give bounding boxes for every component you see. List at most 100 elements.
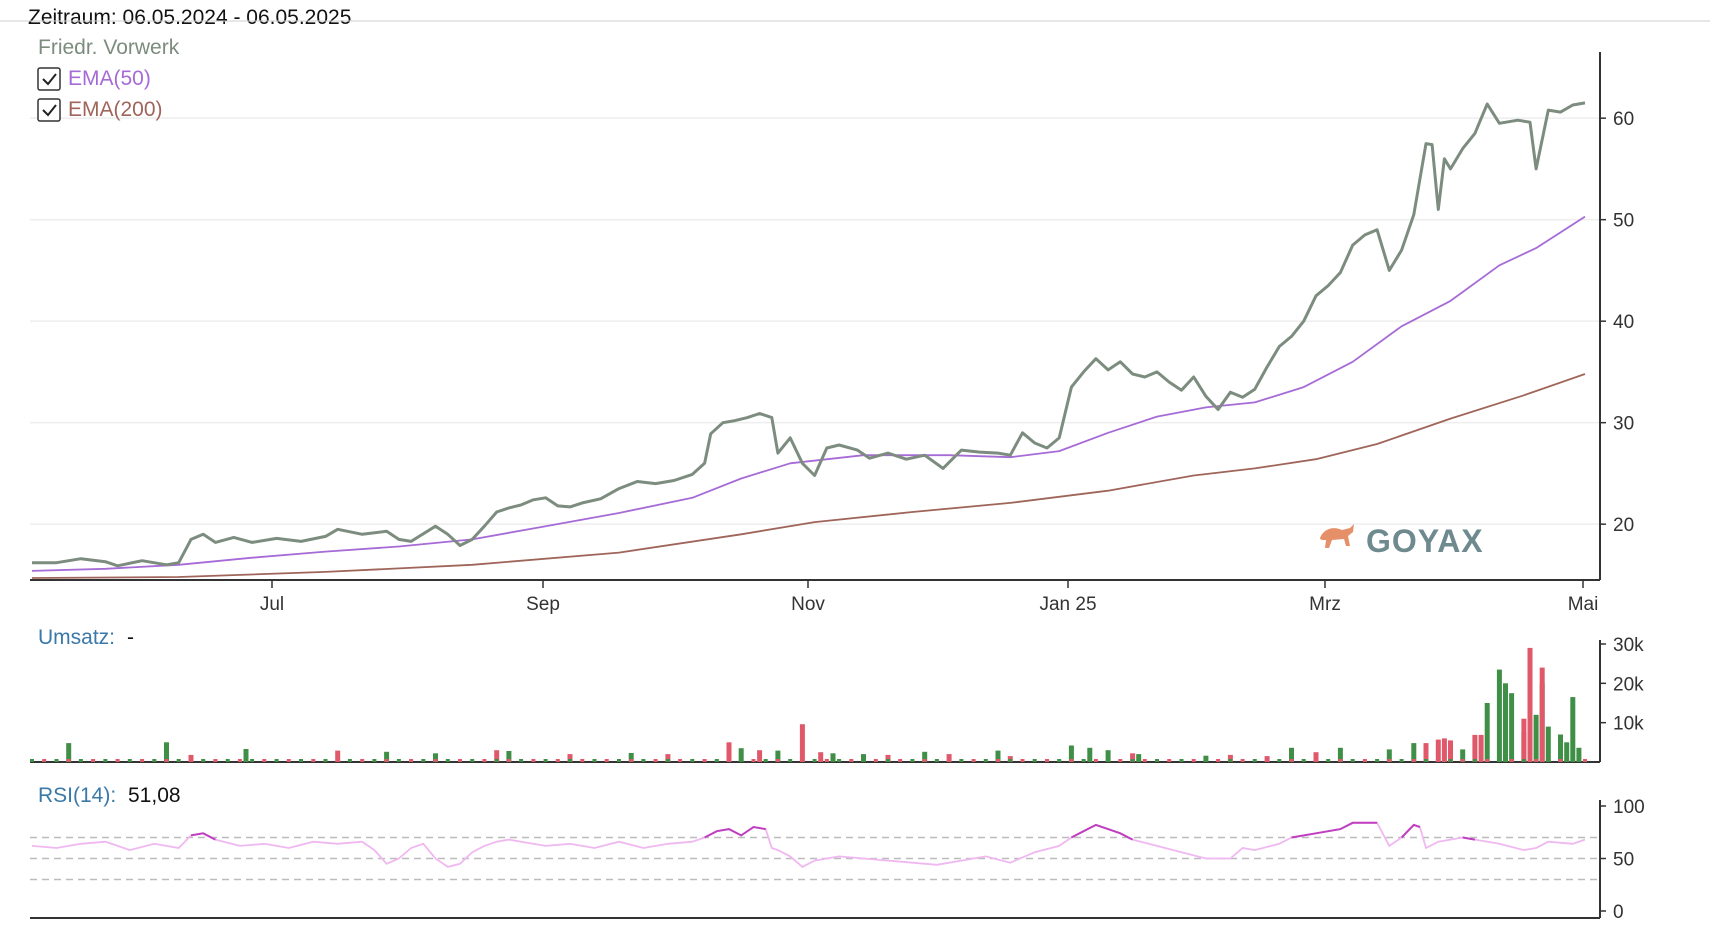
volume-bar: [849, 759, 854, 762]
rsi-y-tick-label: 50: [1613, 850, 1634, 871]
volume-bar: [1265, 759, 1270, 762]
volume-bar: [1436, 759, 1441, 762]
volume-bar: [1460, 749, 1466, 762]
volume-y-tick-label: 10k: [1613, 714, 1644, 735]
volume-bar: [1533, 714, 1539, 762]
x-tick-label: Mrz: [1309, 594, 1341, 615]
period-label: Zeitraum: 06.05.2024 - 06.05.2025: [28, 6, 351, 29]
volume-bar: [738, 748, 744, 762]
volume-bar: [1478, 734, 1484, 762]
volume-bar: [30, 759, 34, 762]
volume-bar: [726, 742, 732, 762]
volume-bar: [1228, 759, 1233, 762]
volume-bar: [433, 759, 438, 762]
volume-bar: [103, 759, 108, 762]
volume-bar: [1521, 718, 1527, 762]
volume-bar: [934, 759, 939, 762]
volume-bar: [617, 759, 621, 762]
volume-bar: [555, 759, 560, 762]
rsi-y-tick-label: 100: [1613, 797, 1645, 818]
volume-bar: [299, 759, 303, 762]
volume-bar: [1179, 759, 1184, 762]
volume-bar: [347, 759, 352, 762]
volume-bar: [653, 759, 658, 762]
volume-bar: [506, 759, 511, 762]
volume-bar: [1289, 759, 1294, 762]
volume-bar: [922, 759, 927, 762]
y-tick-label: 60: [1613, 109, 1634, 130]
rsi-overbought-segment: [1462, 836, 1476, 841]
volume-bar: [1509, 693, 1515, 762]
volume-bar: [384, 759, 389, 762]
volume-bar: [1069, 759, 1074, 762]
volume-bar: [1301, 759, 1306, 762]
volume-bar: [225, 759, 230, 762]
volume-bar: [690, 759, 695, 762]
volume-bar: [78, 759, 83, 762]
volume-bar: [1350, 759, 1355, 762]
volume-bar: [818, 752, 824, 762]
volume-bar: [482, 759, 487, 762]
rsi-value: 51,08: [128, 784, 181, 807]
volume-bar: [873, 759, 878, 762]
volume-bar: [1441, 738, 1447, 762]
volume-bar: [641, 759, 646, 762]
volume-bar: [604, 759, 609, 762]
rsi-overbought-segment: [1291, 821, 1378, 839]
volume-bar: [1216, 759, 1221, 762]
volume-bar: [971, 759, 976, 762]
volume-bar: [580, 759, 585, 762]
volume-bar: [665, 754, 671, 762]
volume-bar: [886, 759, 890, 762]
volume-bar: [830, 753, 836, 762]
volume-bar: [1227, 754, 1233, 762]
rsi-line: [31, 821, 1586, 868]
volume-bar: [433, 753, 438, 762]
volume-bar: [714, 759, 719, 762]
volume-bar: [189, 759, 193, 762]
rsi-y-tick-label: 0: [1613, 902, 1624, 923]
volume-bar: [751, 759, 756, 762]
volume-bar: [1203, 759, 1208, 762]
volume-bar: [1472, 734, 1478, 762]
ema200-line: [31, 373, 1586, 579]
y-tick-label: 20: [1613, 515, 1634, 536]
volume-bar: [1008, 759, 1013, 762]
volume-bar: [757, 750, 763, 762]
volume-bar: [164, 742, 169, 762]
volume-bar: [946, 754, 952, 762]
volume-bar: [384, 751, 390, 762]
volume-bar: [1068, 745, 1074, 762]
volume-bar: [323, 759, 328, 762]
volume-bar: [494, 750, 500, 762]
volume-bar: [1558, 734, 1563, 762]
volume-bar: [1240, 759, 1245, 762]
x-tick-label: Jul: [260, 594, 284, 615]
volume-bar: [1326, 759, 1331, 762]
volume-bar: [262, 759, 267, 762]
y-tick-label: 50: [1613, 211, 1634, 232]
volume-bar: [812, 759, 817, 762]
volume-bar: [243, 749, 249, 762]
volume-label: Umsatz:: [38, 626, 115, 649]
volume-bar: [519, 759, 524, 762]
volume-bar: [1576, 747, 1582, 762]
volume-bar: [1130, 759, 1135, 762]
volume-bar: [372, 759, 377, 762]
volume-bar: [201, 759, 206, 762]
ema50-line: [31, 215, 1586, 572]
volume-bar: [885, 754, 891, 762]
volume-bar: [898, 759, 903, 762]
x-tick-label: Mai: [1568, 594, 1599, 615]
volume-bar: [1570, 697, 1576, 762]
volume-bar: [1277, 759, 1282, 762]
volume-bar: [1081, 759, 1086, 762]
volume-bar: [396, 759, 401, 762]
volume-bar: [592, 759, 597, 762]
x-tick-label: Nov: [791, 594, 825, 615]
volume-bar: [445, 759, 450, 762]
volume-bar: [1509, 759, 1514, 762]
price-line: [32, 101, 1586, 568]
volume-bar: [1497, 759, 1502, 762]
volume-bar: [824, 759, 829, 762]
